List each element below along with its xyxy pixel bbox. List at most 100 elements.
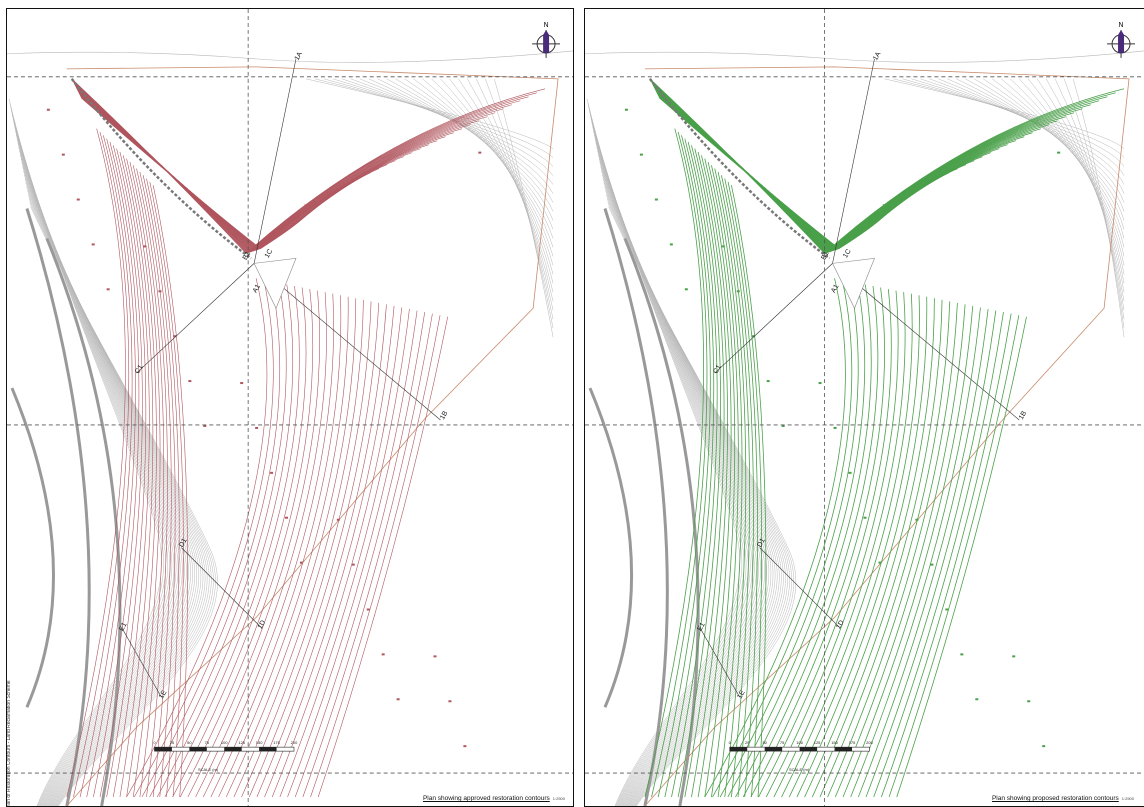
contour-line xyxy=(657,93,933,251)
terrain-line xyxy=(323,78,554,167)
section-label: B1 xyxy=(820,250,830,261)
contour-line xyxy=(72,80,521,254)
contour-line xyxy=(71,79,537,254)
level-marker xyxy=(203,424,207,427)
contour-line xyxy=(704,158,736,798)
proposed-contours-map: 1A 1B 1C 1D 1E C1 D1 E1 B1 A1 N 0 25 50 75 100 125 150 1… xyxy=(585,9,1144,806)
contour-line xyxy=(742,285,879,798)
left-map-caption: Plan showing approved restoration contou… xyxy=(423,795,565,802)
terrain-line xyxy=(1045,78,1125,311)
level-marker xyxy=(736,290,740,293)
level-marker xyxy=(188,380,192,383)
level-marker xyxy=(76,198,80,201)
contour-line xyxy=(819,301,951,798)
contour-line xyxy=(248,302,380,798)
section-label: 1C xyxy=(264,248,275,259)
terrain-line xyxy=(494,78,554,338)
terrain-line xyxy=(1028,78,1125,293)
level-marker xyxy=(448,700,452,703)
section-label: E1 xyxy=(118,621,128,632)
contour-line xyxy=(659,97,890,250)
quarry-bank xyxy=(603,208,669,806)
contour-line xyxy=(650,80,1100,254)
contour-line xyxy=(671,141,718,798)
scale-unit-label: SCALE (m) xyxy=(198,767,219,772)
terrain-line xyxy=(27,194,212,806)
contour-line xyxy=(264,305,395,798)
scale-tick-label: 75 xyxy=(780,740,785,745)
contour-line xyxy=(657,135,711,798)
terrain-line xyxy=(386,78,554,230)
contour-line xyxy=(796,296,928,798)
section-line xyxy=(832,58,875,264)
contour-line xyxy=(129,161,161,798)
terrain-line xyxy=(7,50,573,63)
terrain-line xyxy=(485,78,554,329)
contour-line xyxy=(717,171,750,798)
contour-line xyxy=(888,315,1020,798)
level-marker xyxy=(639,153,643,156)
scale-tick-label: 50 xyxy=(187,740,192,745)
scale-tick-label: 0 xyxy=(729,740,732,745)
scale-tick-label: 175 xyxy=(849,740,856,745)
contour-line xyxy=(317,316,449,798)
left-caption-scale: 1:2500 xyxy=(552,796,565,801)
contour-line xyxy=(86,138,136,798)
terrain-line xyxy=(589,110,747,806)
terrain-line xyxy=(9,102,164,806)
contour-line xyxy=(727,282,866,798)
level-marker xyxy=(833,426,837,429)
section-line xyxy=(253,58,297,264)
level-marker xyxy=(61,153,65,156)
scale-bar: 0 25 50 75 100 125 150 175 200 xyxy=(729,740,874,752)
contour-line xyxy=(79,93,355,250)
contour-line xyxy=(750,287,885,798)
contour-line xyxy=(758,289,892,798)
contour-line xyxy=(77,89,405,251)
section-line xyxy=(699,627,740,698)
terrain-line xyxy=(920,78,1125,185)
level-marker xyxy=(960,653,964,656)
section-label: D1 xyxy=(756,537,767,548)
contour-line xyxy=(187,290,320,798)
section-label: 1E xyxy=(736,689,747,700)
approved-contours-map: 1A 1B 1C 1D 1E C1 D1 E1 B1 A1 N 0 25 50 75 100 125 150 1… xyxy=(7,9,573,806)
terrain-line xyxy=(476,78,554,320)
scale-tick-label: 175 xyxy=(273,740,280,745)
quarry-bank xyxy=(45,237,122,806)
level-marker xyxy=(143,245,147,248)
contour-line xyxy=(721,175,754,798)
section-label: C1 xyxy=(712,364,723,375)
level-marker xyxy=(351,563,355,566)
section-line xyxy=(121,627,162,698)
contour-line xyxy=(149,181,184,798)
contour-line xyxy=(850,307,981,798)
contour-line xyxy=(66,128,126,798)
terrain-line xyxy=(929,78,1125,194)
contour-line xyxy=(781,293,913,798)
terrain-line xyxy=(30,206,218,806)
terrain-line xyxy=(587,102,743,806)
contour-line xyxy=(81,97,311,249)
contour-line xyxy=(302,313,433,798)
contour-line xyxy=(93,141,140,798)
terrain-line xyxy=(467,78,554,311)
contour-line xyxy=(711,165,743,798)
terrain-line xyxy=(1072,78,1125,338)
terrain-line xyxy=(608,206,796,806)
quarry-bank xyxy=(10,387,55,708)
terrain-line xyxy=(350,78,554,194)
contour-line xyxy=(75,87,438,252)
contour-line xyxy=(75,86,446,252)
contour-line xyxy=(735,284,872,798)
terrain-line xyxy=(1010,78,1125,275)
contour-line xyxy=(804,298,935,798)
level-marker xyxy=(433,655,437,658)
contour-line xyxy=(310,315,441,798)
contour-line xyxy=(287,310,418,798)
terrain-line xyxy=(18,146,187,806)
contour-line xyxy=(256,304,387,798)
contour-line xyxy=(126,278,268,798)
level-marker xyxy=(878,561,882,564)
contour-line xyxy=(873,312,1004,798)
